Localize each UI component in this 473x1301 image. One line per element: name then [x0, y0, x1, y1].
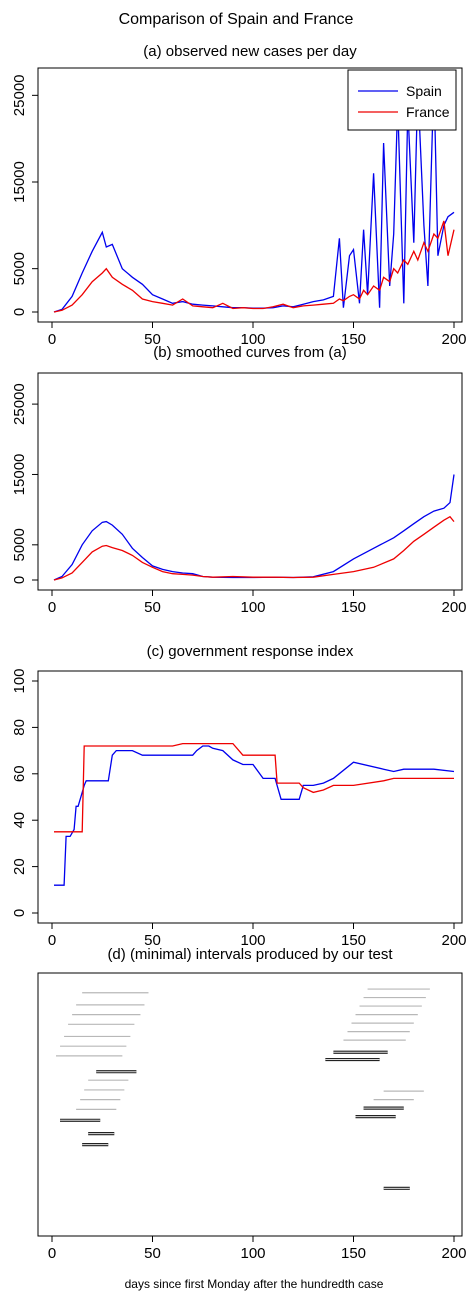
x-tick-label: 50 [144, 1245, 161, 1262]
y-tick-label: 0 [11, 308, 28, 316]
y-tick-label: 40 [11, 812, 28, 829]
y-tick-label: 20 [11, 858, 28, 875]
x-tick-label: 100 [240, 599, 265, 616]
y-tick-label: 15000 [11, 161, 28, 203]
legend-box [347, 69, 457, 131]
panel-title: (c) government response index [147, 643, 354, 660]
legend-label: France [406, 104, 450, 120]
y-tick-label: 5000 [11, 528, 28, 561]
y-tick-label: 60 [11, 765, 28, 782]
series-line-france [53, 220, 455, 313]
x-tick-label: 100 [240, 1245, 265, 1262]
x-tick-label: 150 [341, 331, 366, 348]
x-tick-label: 200 [441, 1245, 466, 1262]
panel-title: (b) smoothed curves from (a) [153, 344, 346, 361]
panel-0: (a) observed new cases per day 0 50 100 150 2… [11, 43, 467, 348]
x-tick-label: 200 [441, 932, 466, 949]
panel-3: (d) (minimal) intervals produced by our … [37, 946, 467, 1262]
y-tick-label: 25000 [11, 383, 28, 425]
plot-frame [37, 972, 463, 1237]
series-line-spain [53, 474, 455, 581]
x-tick-label: 150 [341, 599, 366, 616]
y-tick-label: 0 [11, 909, 28, 917]
series-line-spain [53, 77, 455, 313]
panel-1: (b) smoothed curves from (a) 0 50 100 150 200… [11, 344, 467, 616]
x-tick-label: 0 [48, 599, 56, 616]
x-tick-label: 200 [441, 331, 466, 348]
x-tick-label: 150 [341, 1245, 366, 1262]
legend: Spain France [347, 69, 457, 131]
plot-frame [37, 67, 463, 323]
x-tick-label: 100 [240, 331, 265, 348]
x-tick-label: 100 [240, 932, 265, 949]
y-tick-label: 0 [11, 576, 28, 584]
series-line-spain [54, 745, 455, 886]
x-tick-label: 200 [441, 599, 466, 616]
plot-frame [37, 372, 463, 591]
x-tick-label: 0 [48, 331, 56, 348]
y-tick-label: 80 [11, 719, 28, 736]
series-line-france [54, 742, 454, 833]
panel-title: (a) observed new cases per day [143, 43, 357, 60]
x-tick-label: 0 [48, 932, 56, 949]
y-tick-label: 25000 [11, 74, 28, 116]
x-tick-label: 0 [48, 1245, 56, 1262]
x-tick-label: 50 [144, 932, 161, 949]
plot-frame [37, 670, 463, 924]
panel-title: (d) (minimal) intervals produced by our … [107, 946, 393, 963]
legend-label: Spain [406, 83, 442, 99]
series-line-france [53, 515, 455, 581]
x-tick-label: 50 [144, 331, 161, 348]
y-tick-label: 100 [11, 668, 28, 693]
y-tick-label: 15000 [11, 454, 28, 496]
figure-title: Comparison of Spain and France [119, 11, 354, 28]
x-axis-label: days since first Monday after the hundre… [125, 1277, 384, 1291]
x-tick-label: 150 [341, 932, 366, 949]
panel-2: (c) government response index 0 50 100 150 20… [11, 643, 467, 949]
x-tick-label: 50 [144, 599, 161, 616]
y-tick-label: 5000 [11, 252, 28, 285]
